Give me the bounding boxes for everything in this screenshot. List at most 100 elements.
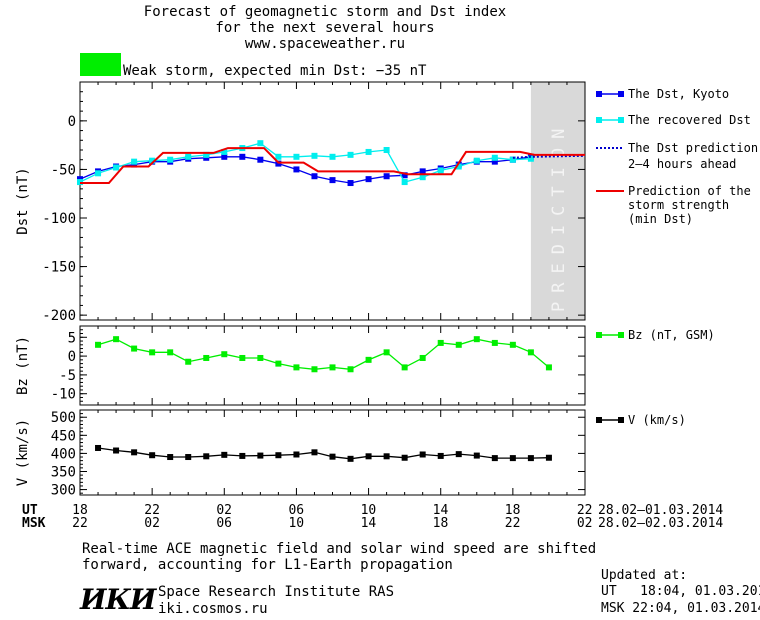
ut-tick-label: 18 bbox=[72, 503, 88, 518]
prediction-label: PREDICTION bbox=[549, 120, 569, 312]
data-point-1-0 bbox=[311, 366, 318, 373]
data-point-0-1 bbox=[455, 163, 462, 170]
ut-tick-label: 10 bbox=[361, 503, 377, 518]
data-point-1-0 bbox=[419, 354, 426, 361]
ut-label: UT bbox=[22, 503, 38, 518]
updated-label: Updated at: bbox=[601, 568, 688, 583]
legend-recovered-dst: The recovered Dst bbox=[628, 113, 751, 127]
data-point-0-1 bbox=[365, 148, 372, 155]
msk-tick-label: 22 bbox=[72, 516, 88, 531]
ut-tick-label: 22 bbox=[577, 503, 593, 518]
y-tick-label-0-0: 0 bbox=[68, 114, 76, 130]
data-point-2-0 bbox=[401, 454, 408, 461]
ut-tick-label: 06 bbox=[288, 503, 304, 518]
legend-storm-strength-2: storm strength bbox=[628, 198, 730, 212]
ut-tick-label: 22 bbox=[144, 503, 160, 518]
data-point-0-0 bbox=[347, 180, 354, 187]
data-point-2-0 bbox=[113, 447, 120, 454]
data-point-0-1 bbox=[113, 164, 120, 171]
data-point-1-0 bbox=[347, 366, 354, 373]
y-tick-label-0-2: -100 bbox=[42, 211, 76, 227]
data-point-2-0 bbox=[167, 454, 174, 461]
data-point-2-0 bbox=[437, 452, 444, 459]
data-point-0-1 bbox=[473, 157, 480, 164]
data-point-0-0 bbox=[257, 156, 264, 163]
chart-title-line3: www.spaceweather.ru bbox=[244, 36, 406, 52]
storm-status-text: Weak storm, expected min Dst: −35 nT bbox=[123, 63, 427, 79]
data-point-1-0 bbox=[473, 336, 480, 343]
data-point-2-0 bbox=[131, 449, 138, 456]
data-point-0-0 bbox=[311, 173, 318, 180]
legend-swatch-dst-kyoto-marker-a bbox=[596, 91, 602, 97]
data-point-1-0 bbox=[257, 354, 264, 361]
data-point-0-1 bbox=[329, 153, 336, 160]
data-point-0-1 bbox=[311, 152, 318, 159]
series-line-0-3 bbox=[80, 147, 585, 184]
data-point-2-0 bbox=[419, 451, 426, 458]
updated-msk: MSK 22:04, 01.03.2014 bbox=[601, 601, 760, 616]
data-point-0-1 bbox=[131, 158, 138, 165]
legend-bz: Bz (nT, GSM) bbox=[628, 328, 715, 342]
data-point-1-0 bbox=[95, 341, 102, 348]
msk-tick-label: 14 bbox=[361, 516, 377, 531]
data-point-1-0 bbox=[167, 349, 174, 356]
data-point-0-1 bbox=[185, 153, 192, 160]
msk-tick-label: 10 bbox=[288, 516, 304, 531]
data-point-2-0 bbox=[383, 453, 390, 460]
data-point-0-1 bbox=[293, 153, 300, 160]
data-point-0-1 bbox=[275, 153, 282, 160]
data-point-2-0 bbox=[545, 454, 552, 461]
data-point-0-0 bbox=[329, 177, 336, 184]
data-point-0-0 bbox=[491, 158, 498, 165]
data-point-1-0 bbox=[149, 349, 156, 356]
footer-note-line2: forward, accounting for L1-Earth propaga… bbox=[82, 557, 453, 573]
data-point-1-0 bbox=[455, 341, 462, 348]
data-point-0-1 bbox=[437, 167, 444, 174]
y-axis-label-0: Dst (nT) bbox=[15, 167, 31, 234]
legend-storm-strength-3: (min Dst) bbox=[628, 212, 694, 226]
data-point-0-1 bbox=[347, 151, 354, 158]
y-tick-label-2-1: 450 bbox=[51, 428, 76, 444]
data-point-0-1 bbox=[419, 174, 426, 181]
data-point-0-1 bbox=[257, 140, 264, 147]
data-point-0-1 bbox=[203, 151, 210, 158]
data-point-0-0 bbox=[221, 153, 228, 160]
data-point-0-1 bbox=[149, 157, 156, 164]
y-tick-label-0-4: -200 bbox=[42, 308, 76, 324]
y-tick-label-2-0: 500 bbox=[51, 410, 76, 426]
footer-note-line1: Real-time ACE magnetic field and solar w… bbox=[82, 541, 597, 557]
data-point-1-0 bbox=[329, 364, 336, 371]
series-line-1-0 bbox=[97, 338, 550, 370]
y-tick-label-2-3: 350 bbox=[51, 464, 76, 480]
data-point-2-0 bbox=[491, 455, 498, 462]
data-point-2-0 bbox=[329, 453, 336, 460]
data-point-2-0 bbox=[347, 455, 354, 462]
data-point-2-0 bbox=[221, 451, 228, 458]
data-point-2-0 bbox=[95, 444, 102, 451]
institute-name: Space Research Institute RAS bbox=[158, 584, 395, 600]
data-point-1-0 bbox=[383, 349, 390, 356]
data-point-0-0 bbox=[365, 176, 372, 183]
legend-dst-prediction-sub: 2–4 hours ahead bbox=[628, 157, 737, 171]
y-tick-label-1-0: 5 bbox=[68, 330, 76, 346]
data-point-0-1 bbox=[167, 156, 174, 163]
data-point-1-0 bbox=[239, 354, 246, 361]
data-point-0-0 bbox=[401, 172, 408, 179]
data-point-1-0 bbox=[275, 360, 282, 367]
y-tick-label-1-1: 0 bbox=[68, 349, 76, 365]
legend-swatch-dst-kyoto-marker-b bbox=[618, 91, 624, 97]
data-point-1-0 bbox=[185, 358, 192, 365]
prediction-region bbox=[530, 82, 585, 320]
msk-label: MSK bbox=[22, 516, 46, 531]
institute-website[interactable]: iki.cosmos.ru bbox=[158, 601, 268, 617]
data-point-2-0 bbox=[293, 451, 300, 458]
series-line-2-0 bbox=[97, 447, 549, 460]
data-point-2-0 bbox=[473, 452, 480, 459]
data-point-1-0 bbox=[545, 364, 552, 371]
msk-tick-label: 22 bbox=[505, 516, 521, 531]
y-tick-label-1-3: -10 bbox=[51, 387, 76, 403]
data-point-2-0 bbox=[203, 453, 210, 460]
data-point-0-1 bbox=[221, 148, 228, 155]
data-point-2-0 bbox=[455, 451, 462, 458]
